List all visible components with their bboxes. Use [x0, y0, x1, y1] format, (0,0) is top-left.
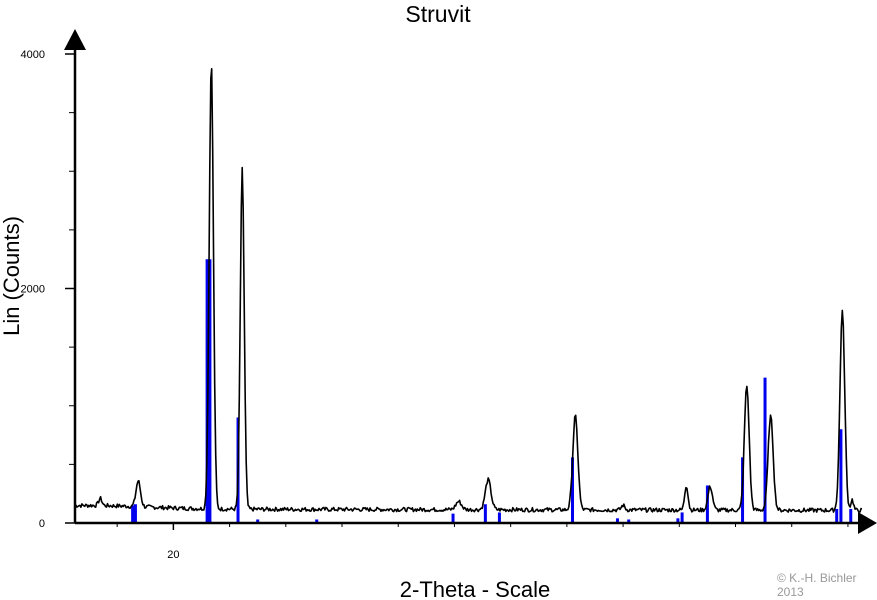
x-axis-arrow [858, 512, 877, 534]
y-axis-label: Lin (Counts) [0, 216, 24, 336]
y-tick-label: 0 [39, 518, 45, 530]
y-axis-arrow [64, 29, 86, 50]
x-tick-label: 20 [167, 549, 179, 561]
chart-title: Struvit [405, 1, 471, 27]
copyright-line-1: © K.-H. Bichler [777, 571, 857, 585]
copyright-line-2: 2013 [777, 585, 804, 599]
y-tick-label: 2000 [21, 284, 45, 296]
diffraction-pattern-line [74, 68, 863, 513]
y-tick-label: 4000 [21, 49, 45, 61]
x-axis-label: 2-Theta - Scale [400, 577, 550, 600]
